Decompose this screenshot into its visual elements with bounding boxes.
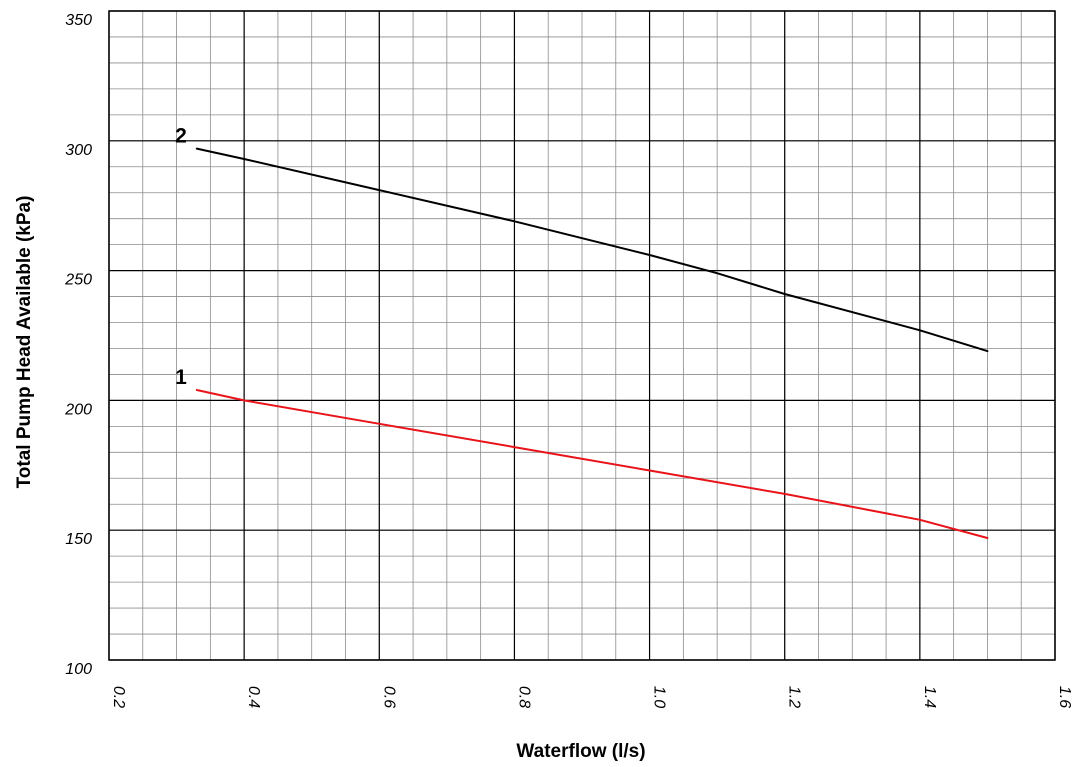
series-line-1 (195, 389, 989, 539)
x-tick-label: 1.0 (651, 686, 668, 708)
y-tick-label: 300 (65, 142, 92, 159)
series-labels: 12 (175, 125, 187, 389)
minor-grid (108, 10, 1056, 661)
y-tick-label: 350 (65, 12, 92, 29)
x-tick-label: 0.4 (245, 686, 262, 708)
x-tick-label: 0.6 (380, 686, 397, 708)
y-tick-labels: 100 150 200 250 300 350 (64, 12, 92, 678)
series-label-2: 2 (175, 125, 187, 148)
series-lines (195, 147, 989, 539)
y-tick-label: 150 (65, 531, 92, 548)
x-tick-label: 1.2 (786, 686, 803, 708)
y-tick-label: 100 (65, 661, 92, 678)
plot-frame (108, 10, 1056, 661)
y-axis-title: Total Pump Head Available (kPa) (14, 196, 35, 489)
series-line-2 (195, 147, 989, 353)
x-tick-label: 0.2 (110, 686, 127, 708)
x-tick-labels: 0.2 0.4 0.6 0.8 1.0 1.2 1.4 1.6 (110, 686, 1073, 708)
y-tick-label: 250 (64, 272, 92, 289)
x-tick-label: 1.4 (921, 686, 938, 708)
x-axis-title: Waterflow (l/s) (516, 741, 645, 762)
x-tick-label: 0.8 (515, 686, 532, 708)
x-tick-label: 1.6 (1056, 686, 1073, 708)
y-tick-label: 200 (64, 401, 92, 418)
series-label-1: 1 (175, 366, 187, 389)
